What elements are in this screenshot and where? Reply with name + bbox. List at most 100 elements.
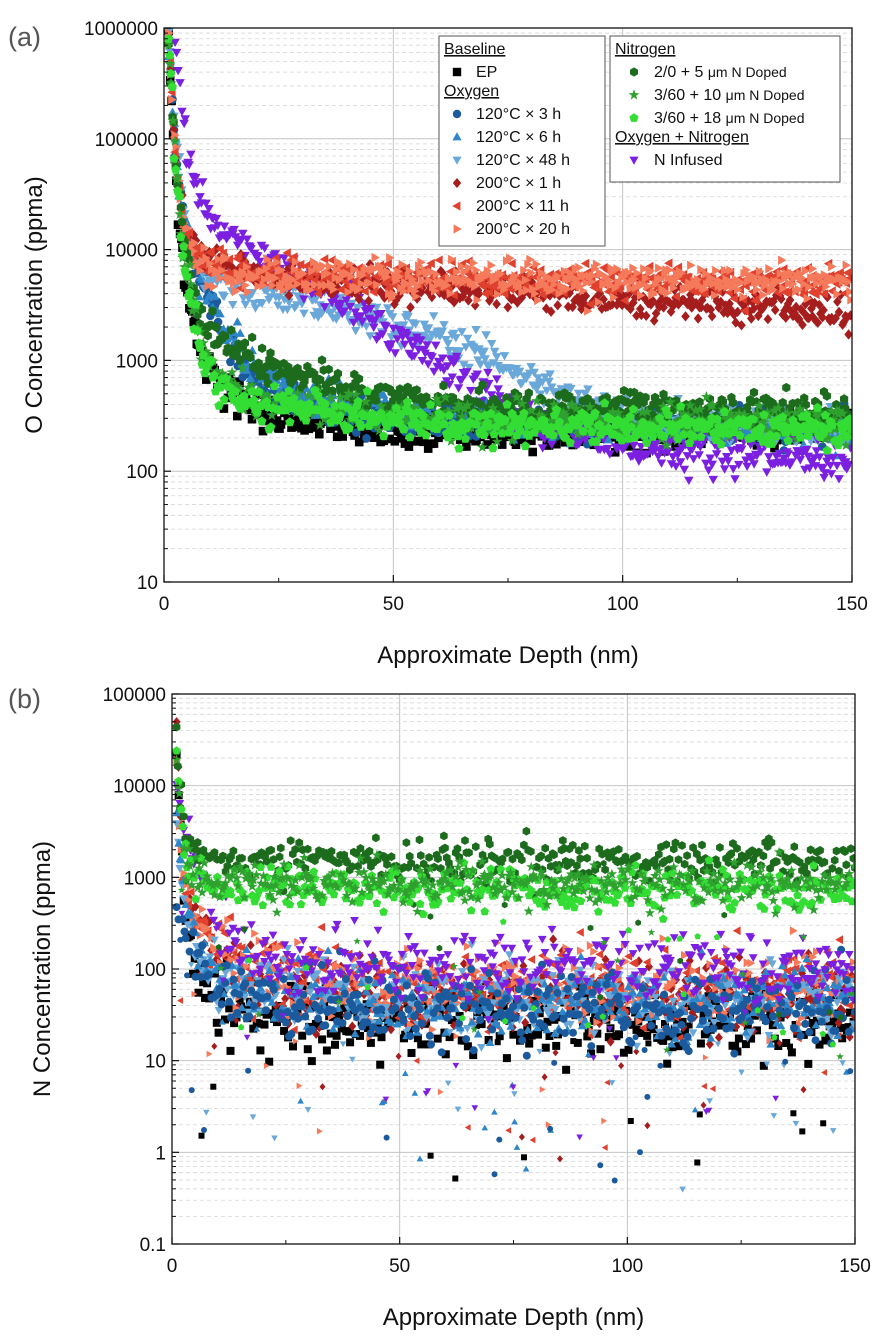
- data-point: [737, 445, 747, 454]
- data-point: [446, 288, 456, 299]
- data-point: [247, 386, 257, 396]
- data-point: [319, 254, 329, 264]
- data-point: [376, 310, 386, 319]
- data-point: [371, 252, 380, 263]
- data-point: [534, 295, 543, 306]
- data-point: [772, 402, 784, 413]
- data-point: [282, 248, 291, 258]
- data-point: [462, 442, 471, 451]
- data-point: [173, 67, 183, 76]
- data-point: [271, 273, 280, 283]
- data-point: [491, 435, 503, 447]
- data-point: [795, 456, 805, 465]
- data-point: [730, 475, 740, 484]
- data-point: [308, 266, 317, 276]
- data-point: [503, 302, 513, 313]
- data-point: [546, 383, 557, 392]
- data-point: [362, 386, 373, 396]
- data-point: [725, 438, 735, 447]
- data-point: [544, 377, 554, 387]
- data-point: [599, 398, 610, 408]
- data-point: [447, 373, 457, 382]
- data-point: [383, 259, 392, 269]
- data-point: [763, 314, 773, 325]
- data-point: [238, 229, 248, 239]
- data-point: [179, 119, 189, 129]
- data-point: [171, 164, 181, 174]
- data-point: [643, 281, 653, 291]
- data-point: [684, 399, 696, 411]
- data-point: [834, 475, 844, 484]
- data-point: [337, 260, 346, 270]
- data-point: [254, 257, 265, 266]
- data-point: [413, 281, 422, 292]
- data-point: [695, 397, 704, 407]
- data-point: [742, 462, 752, 471]
- data-point: [460, 433, 471, 443]
- data-point: [471, 326, 481, 335]
- data-point: [470, 300, 480, 311]
- data-point: [487, 260, 496, 270]
- data-point: [803, 293, 813, 304]
- data-point: [572, 428, 584, 439]
- data-point: [608, 267, 618, 277]
- data-point: [604, 423, 614, 432]
- data-point: [560, 266, 570, 276]
- data-point: [775, 427, 787, 439]
- data-point: [783, 417, 795, 429]
- y-tick-label: 100: [126, 462, 158, 483]
- data-point: [514, 367, 525, 376]
- data-point: [628, 404, 638, 414]
- data-point: [224, 374, 236, 385]
- data-point: [398, 270, 407, 281]
- data-point: [471, 419, 481, 429]
- data-point: [756, 447, 766, 457]
- legend-entry-label-part: 3/60 + 18: [654, 110, 726, 127]
- data-point: [357, 279, 367, 289]
- data-point: [240, 300, 251, 310]
- data-point: [483, 368, 493, 378]
- data-point: [459, 361, 469, 370]
- legend-entry-label: 120°C × 48 h: [476, 152, 570, 169]
- data-point: [522, 275, 531, 285]
- data-point: [531, 288, 540, 299]
- data-point: [280, 380, 290, 389]
- data-point: [774, 276, 784, 287]
- data-point: [769, 285, 778, 295]
- data-point: [795, 432, 806, 442]
- data-point: [333, 368, 342, 379]
- data-point: [497, 440, 507, 449]
- data-point: [176, 232, 186, 242]
- data-point: [748, 414, 758, 424]
- data-point: [390, 349, 400, 358]
- data-point: [398, 259, 407, 270]
- data-point: [844, 277, 852, 287]
- data-point: [714, 421, 724, 431]
- data-point: [679, 294, 688, 305]
- data-point: [165, 77, 177, 88]
- data-point: [236, 275, 246, 286]
- data-point: [733, 407, 745, 419]
- data-point: [749, 460, 759, 469]
- data-point: [658, 418, 668, 428]
- data-point: [813, 278, 822, 289]
- data-point: [418, 399, 428, 409]
- data-point: [317, 355, 327, 365]
- data-point: [659, 302, 668, 313]
- data-point: [343, 387, 355, 399]
- data-point: [651, 439, 662, 449]
- data-point: [249, 299, 259, 309]
- data-point: [224, 254, 234, 264]
- data-point: [516, 278, 525, 288]
- data-point: [360, 286, 369, 297]
- data-point: [798, 319, 807, 330]
- data-point: [202, 253, 211, 263]
- data-point: [185, 287, 195, 297]
- data-point: [640, 264, 649, 274]
- data-point: [617, 299, 627, 311]
- data-point: [712, 296, 722, 307]
- data-point: [787, 458, 797, 467]
- data-point: [714, 302, 724, 313]
- data-point: [339, 307, 349, 316]
